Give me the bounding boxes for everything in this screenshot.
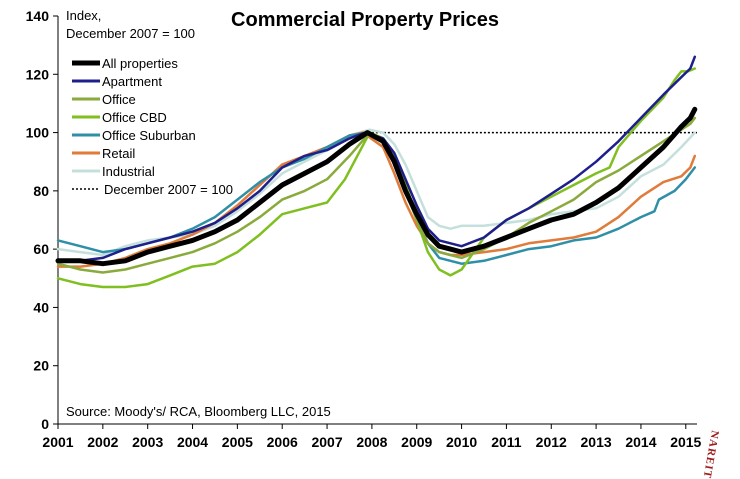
legend: All properties Apartment Office Office CBD O… (72, 56, 233, 197)
y-axis-note-line-1: Index, (66, 8, 101, 23)
x-tick-label: 2014 (625, 434, 656, 450)
x-tick-label: 2002 (87, 434, 118, 450)
y-tick-label: 120 (26, 66, 50, 82)
y-tick-label: 60 (33, 241, 49, 257)
legend-label-reference: December 2007 = 100 (104, 182, 233, 197)
series-line-apartment (56, 55, 697, 263)
legend-label: Retail (102, 146, 135, 161)
y-tick-label: 40 (33, 299, 49, 315)
y-tick-label: 20 (33, 358, 49, 374)
x-tick-label: 2007 (311, 434, 342, 450)
legend-label: Office (102, 92, 136, 107)
x-tick-label: 2001 (42, 434, 73, 450)
x-tick-label: 2013 (581, 434, 612, 450)
y-axis-note-line-2: December 2007 = 100 (66, 26, 195, 41)
x-tick-label: 2011 (491, 434, 522, 450)
nareit-watermark: NAREIT (701, 429, 721, 479)
x-tick-label: 2004 (177, 434, 208, 450)
legend-label: Industrial (102, 164, 155, 179)
legend-label: Apartment (102, 74, 162, 89)
x-tick-label: 2005 (222, 434, 253, 450)
x-tick-label: 2015 (670, 434, 701, 450)
x-tick-label: 2006 (267, 434, 298, 450)
x-tick-label: 2003 (132, 434, 163, 450)
series-line-retail (56, 131, 697, 268)
y-tick-label: 140 (26, 8, 50, 24)
x-tick-label: 2010 (446, 434, 477, 450)
source-note: Source: Moody's/ RCA, Bloomberg LLC, 201… (66, 404, 331, 419)
x-tick-label: 2012 (536, 434, 567, 450)
legend-label: Office Suburban (102, 128, 196, 143)
y-tick-label: 100 (26, 125, 50, 141)
axes: 0 20 40 60 80 100 120 140 2001 2002 2003 2004 2005 20… (26, 8, 702, 450)
series-line-all-properties (55, 106, 698, 267)
y-tick-label: 80 (33, 183, 49, 199)
x-tick-label: 2009 (401, 434, 432, 450)
y-tick-label: 0 (41, 416, 49, 432)
watermark-text: NAREIT (701, 429, 721, 479)
chart-title: Commercial Property Prices (231, 9, 499, 31)
x-tick-label: 2008 (356, 434, 387, 450)
legend-label: All properties (102, 56, 178, 71)
legend-label: Office CBD (102, 110, 167, 125)
series-layer (55, 55, 698, 289)
